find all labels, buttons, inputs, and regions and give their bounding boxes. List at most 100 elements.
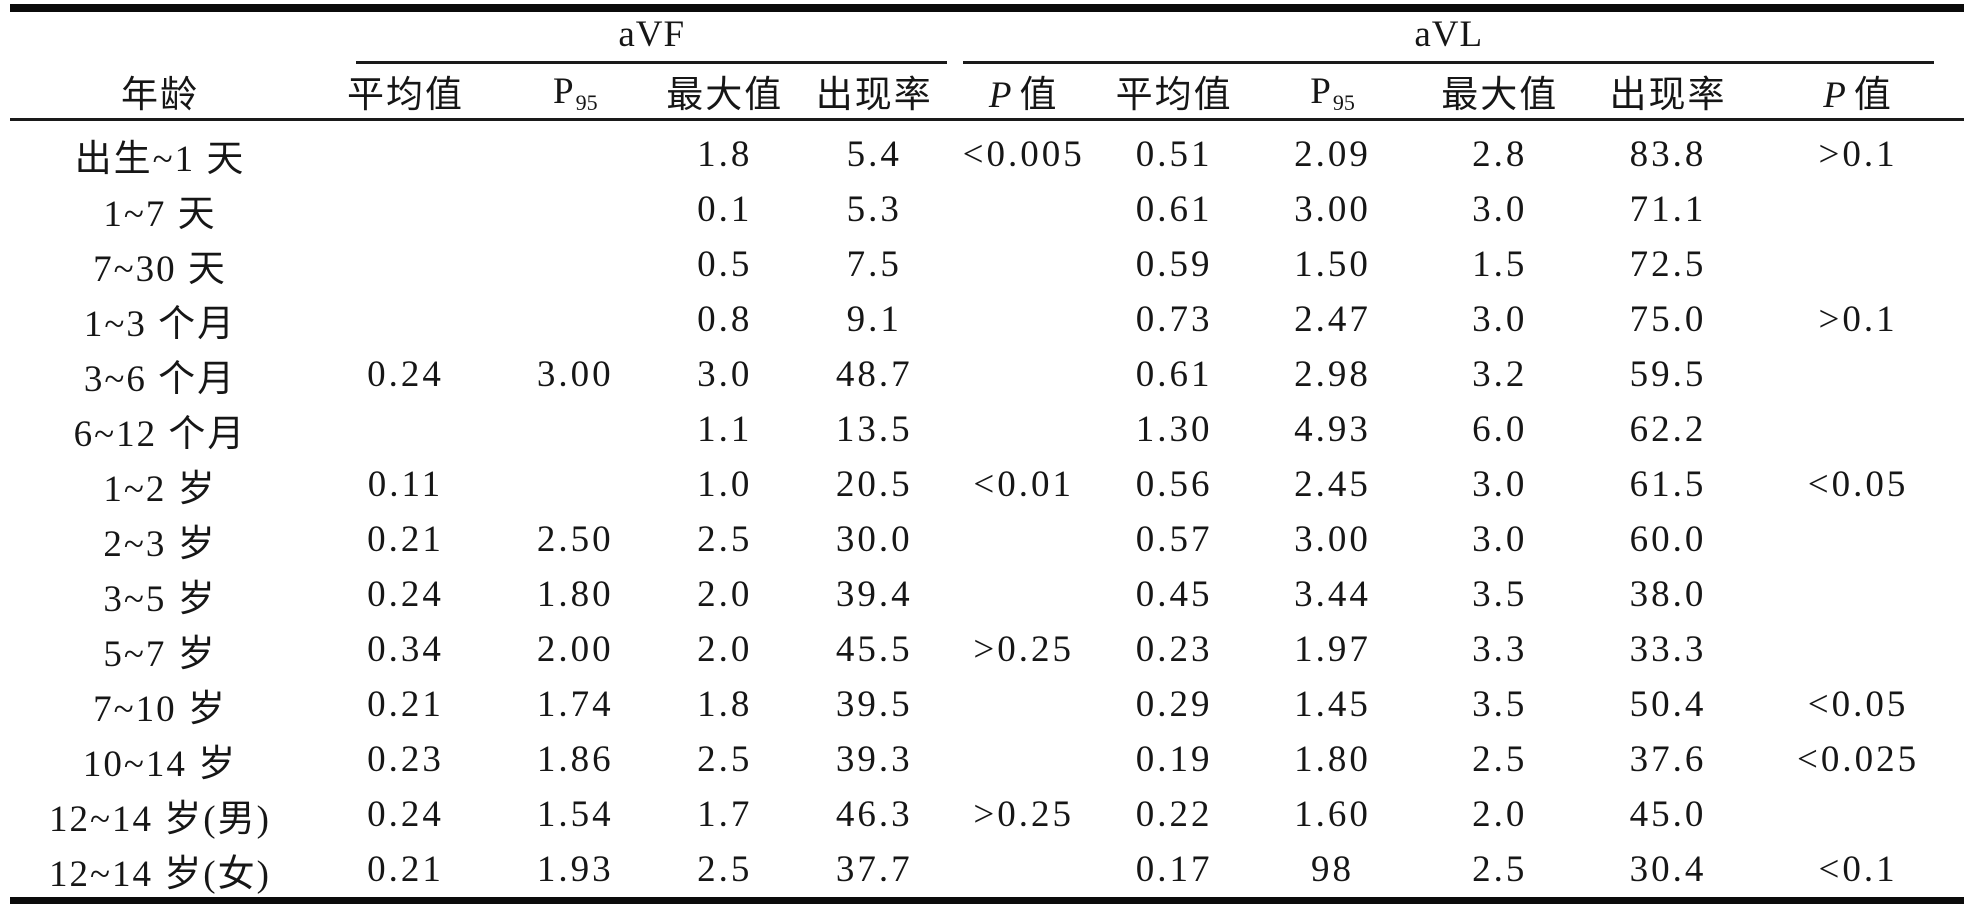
value-cell [501, 457, 650, 512]
table-sheet: 年龄 aVF aVL 平均值 P95 最大值 出现率 P 值平均值 P95 最大值 出现率 P 值 … [10, 4, 1964, 904]
value-cell: >0.1 [1818, 299, 1898, 340]
value-cell: 3.0 [1472, 189, 1528, 230]
value-cell [948, 292, 1098, 347]
table-body: 出生~1 天 1.8 5.4 <0.005 0.51 2.09 2.8 83.8 >0.1 1~7… [10, 120, 1964, 898]
value-cell: 75.0 [1629, 299, 1707, 340]
value-cell: 3.00 [536, 354, 614, 395]
value-cell: 61.5 [1629, 464, 1707, 505]
value-cell: 0.22 [1135, 794, 1213, 835]
age-cell: 7~10 岁 [93, 688, 227, 730]
value-cell: <0.01 [973, 464, 1075, 505]
value-cell: 30.0 [835, 519, 913, 560]
value-cell: 0.11 [367, 464, 444, 505]
data-table: 年龄 aVF aVL 平均值 P95 最大值 出现率 P 值平均值 P95 最大值 出现率 P 值 … [10, 12, 1964, 897]
group-header-avl: aVL [948, 12, 1964, 64]
table-row: 12~14 岁(男) 0.24 1.54 1.7 46.3 >0.25 0.22 1.60 2.… [10, 787, 1964, 842]
value-cell: 0.8 [697, 299, 753, 340]
value-cell: 0.57 [1135, 519, 1213, 560]
value-cell: >0.25 [973, 629, 1075, 670]
value-cell: 48.7 [835, 354, 913, 395]
value-cell [948, 347, 1098, 402]
value-cell: 37.6 [1629, 739, 1707, 780]
value-cell: 2.98 [1294, 354, 1371, 395]
value-cell: 0.61 [1135, 354, 1213, 395]
value-cell [1752, 567, 1964, 622]
value-cell: 2.45 [1294, 464, 1371, 505]
value-cell: 60.0 [1629, 519, 1707, 560]
value-cell [948, 237, 1098, 292]
value-cell: 2.0 [1472, 794, 1528, 835]
value-cell: 2.5 [697, 849, 753, 890]
value-cell [501, 402, 650, 457]
value-cell [310, 182, 501, 237]
value-cell [310, 292, 501, 347]
value-cell: 1.86 [536, 739, 614, 780]
value-cell: 0.29 [1135, 684, 1213, 725]
age-cell: 出生~1 天 [74, 138, 246, 180]
table-row: 1~7 天 0.1 5.3 0.61 3.00 3.0 71.1 [10, 182, 1964, 237]
value-cell: >0.1 [1818, 134, 1898, 175]
value-cell: 0.21 [367, 849, 444, 890]
age-cell: 6~12 个月 [73, 413, 247, 455]
value-cell: 20.5 [835, 464, 913, 505]
value-cell: 2.0 [697, 574, 753, 615]
value-cell: 0.24 [367, 574, 444, 615]
age-cell: 2~3 岁 [103, 523, 217, 565]
age-cell: 12~14 岁(女) [49, 853, 271, 895]
table-row: 6~12 个月 1.1 13.5 1.30 4.93 6.0 62.2 [10, 402, 1964, 457]
col-header-avl-mean: 平均值 [1098, 64, 1250, 121]
age-cell: 12~14 岁(男) [49, 798, 271, 840]
group-label-avl: aVL [1414, 14, 1484, 55]
value-cell: <0.005 [962, 134, 1085, 175]
age-cell: 3~6 个月 [83, 358, 237, 400]
value-cell: 83.8 [1629, 134, 1707, 175]
value-cell: 1.80 [1294, 739, 1371, 780]
value-cell [1752, 182, 1964, 237]
value-cell: 3.0 [1472, 464, 1528, 505]
value-cell [1752, 787, 1964, 842]
col-header-avf-mean: 平均值 [309, 64, 502, 121]
table-row: 1~3 个月 0.8 9.1 0.73 2.47 3.0 75.0 >0.1 [10, 292, 1964, 347]
value-cell: 0.61 [1135, 189, 1213, 230]
value-cell: 45.5 [835, 629, 913, 670]
value-cell: 0.19 [1135, 739, 1213, 780]
value-cell: 2.8 [1472, 134, 1528, 175]
value-cell [948, 732, 1098, 787]
value-cell: 1.1 [697, 409, 753, 450]
value-cell: 1.7 [697, 794, 753, 835]
value-cell: 0.21 [367, 519, 444, 560]
value-cell: 0.73 [1135, 299, 1213, 340]
value-cell [948, 677, 1098, 732]
table-row: 5~7 岁 0.34 2.00 2.0 45.5 >0.25 0.23 1.97 3.3 33.3 [10, 622, 1964, 677]
group-header-avf: aVF [310, 12, 949, 64]
value-cell: 5.3 [846, 189, 902, 230]
value-cell: 1.5 [1472, 244, 1528, 285]
age-cell: 5~7 岁 [103, 633, 217, 675]
value-cell [948, 567, 1098, 622]
age-cell: 1~7 天 [103, 193, 217, 235]
value-cell: 0.23 [1135, 629, 1213, 670]
value-cell: 2.5 [697, 519, 753, 560]
value-cell: 7.5 [846, 244, 902, 285]
value-cell: 6.0 [1472, 409, 1528, 450]
group-underline-avf: aVF [355, 13, 948, 64]
value-cell: 3.0 [1472, 519, 1528, 560]
value-cell: 2.50 [536, 519, 614, 560]
value-cell: 39.4 [835, 574, 913, 615]
table-row: 3~5 岁 0.24 1.80 2.0 39.4 0.45 3.44 3.5 38.0 [10, 567, 1964, 622]
table-row: 3~6 个月 0.24 3.00 3.0 48.7 0.61 2.98 3.2 59.5 [10, 347, 1964, 402]
value-cell: 37.7 [835, 849, 913, 890]
value-cell [1752, 237, 1964, 292]
table-row: 2~3 岁 0.21 2.50 2.5 30.0 0.57 3.00 3.0 60.0 [10, 512, 1964, 567]
value-cell: 0.34 [367, 629, 444, 670]
value-cell: <0.05 [1807, 464, 1909, 505]
table-row: 1~2 岁 0.11 1.0 20.5 <0.01 0.56 2.45 3.0 61.5 <0.0… [10, 457, 1964, 512]
value-cell: 3.3 [1472, 629, 1528, 670]
value-cell: 3.44 [1294, 574, 1371, 615]
value-cell: 33.3 [1629, 629, 1707, 670]
value-cell [501, 182, 650, 237]
value-cell: 9.1 [846, 299, 902, 340]
table-header: 年龄 aVF aVL 平均值 P95 最大值 出现率 P 值平均值 P95 最大值 出现率 P 值 [10, 12, 1964, 121]
value-cell: >0.25 [973, 794, 1075, 835]
value-cell: 0.5 [697, 244, 753, 285]
